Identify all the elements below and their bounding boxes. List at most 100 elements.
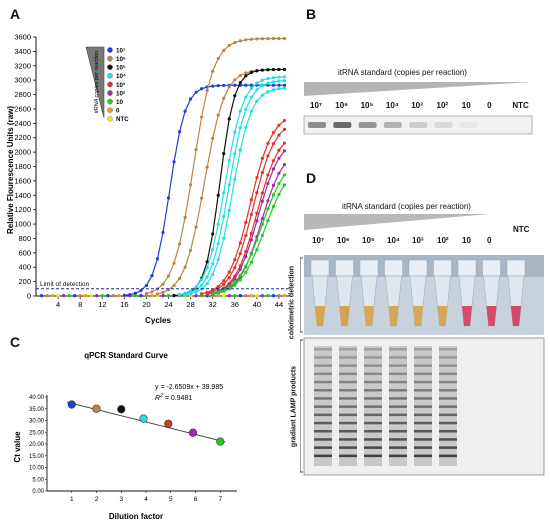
baseline-point xyxy=(255,293,259,298)
curve-point xyxy=(244,107,248,111)
legend-label: 10⁵ xyxy=(116,65,126,72)
legend-swatch xyxy=(107,107,113,113)
lamp-band xyxy=(389,389,407,392)
lamp-band xyxy=(414,413,432,417)
lamp-band xyxy=(389,405,407,408)
curve-line xyxy=(206,128,285,294)
curve-point xyxy=(244,71,248,75)
curve-point xyxy=(260,233,264,238)
baseline-point xyxy=(78,293,82,298)
x-tick-label: 32 xyxy=(209,300,217,309)
amplification-curve xyxy=(144,36,287,296)
lamp-band xyxy=(439,454,457,458)
curve-point xyxy=(128,293,132,297)
baseline-point xyxy=(194,293,198,298)
gradient-triangle xyxy=(304,82,532,96)
lamp-band xyxy=(389,454,407,458)
curve-point xyxy=(260,191,264,195)
curve-point xyxy=(255,191,259,195)
d-title: itRNA standard (copies per reaction) xyxy=(342,202,471,211)
curve-point xyxy=(222,279,226,283)
baseline-point xyxy=(106,293,110,298)
curve-point xyxy=(277,192,281,197)
gel-band xyxy=(459,122,478,128)
amplification-curve xyxy=(177,79,287,297)
baseline-point xyxy=(271,293,276,298)
panel-b-letter: B xyxy=(306,6,317,22)
curve-point xyxy=(266,181,270,186)
curve-point xyxy=(205,266,209,270)
lamp-band xyxy=(339,380,357,384)
lamp-band xyxy=(389,372,407,376)
curve-point xyxy=(244,254,248,259)
lamp-band xyxy=(414,356,432,359)
curve-point xyxy=(155,292,160,296)
lamp-band xyxy=(439,421,457,425)
lamp-band xyxy=(339,389,357,392)
curve-point xyxy=(233,78,237,82)
x-tick-label: 20 xyxy=(142,300,150,309)
tube-lane-label: 10⁶ xyxy=(337,236,350,245)
curve-point xyxy=(271,183,276,187)
x-tick-label: 36 xyxy=(231,300,239,309)
baseline-point xyxy=(56,293,60,298)
curve-point xyxy=(282,118,287,123)
curve-point xyxy=(227,43,231,48)
curve-point xyxy=(249,238,253,242)
curve-point xyxy=(244,264,248,268)
curve-point xyxy=(205,260,209,264)
curve-point xyxy=(249,212,253,217)
curve-point xyxy=(216,258,220,262)
lamp-band xyxy=(389,430,407,433)
y-tick-label: 1600 xyxy=(14,176,31,185)
curve-point xyxy=(183,215,187,220)
lane-label: 10 xyxy=(461,101,471,110)
baseline-point xyxy=(50,293,55,298)
curve-point xyxy=(260,93,264,97)
gradient-triangle-d xyxy=(304,214,490,230)
curve-point xyxy=(211,248,215,252)
lane-label: 10³ xyxy=(411,101,423,110)
legend-swatch xyxy=(107,55,113,62)
curve-point xyxy=(238,109,242,113)
legend-label: 10² xyxy=(116,90,125,97)
curve-point xyxy=(260,156,264,160)
curve-point xyxy=(249,83,253,87)
curve-point xyxy=(282,83,287,87)
lamp-band xyxy=(364,413,382,417)
y-tick-label: 3000 xyxy=(14,76,31,85)
y-tick-label: 2000 xyxy=(14,148,31,157)
curve-line xyxy=(179,80,285,296)
lamp-lane xyxy=(389,346,407,466)
lamp-band xyxy=(364,372,382,376)
curve-point xyxy=(233,94,237,98)
curve-point xyxy=(172,293,176,298)
curve-point xyxy=(233,266,237,270)
curve-point xyxy=(244,233,248,238)
lamp-lane xyxy=(414,346,432,466)
reaction-tube xyxy=(457,259,477,327)
curve-point xyxy=(200,196,204,200)
curve-point xyxy=(177,293,182,297)
gel-band xyxy=(434,122,453,128)
lamp-band xyxy=(389,364,407,367)
curve-point xyxy=(277,156,281,160)
amplification-curve xyxy=(216,183,287,295)
lamp-band xyxy=(314,413,332,417)
lamp-lane xyxy=(439,346,457,466)
curve-point xyxy=(271,204,276,209)
curve-point xyxy=(172,261,176,265)
curve-point xyxy=(161,282,165,286)
curve-point xyxy=(277,83,281,87)
curve-point xyxy=(200,292,204,296)
curve-point xyxy=(233,40,237,45)
curve-point xyxy=(150,290,154,294)
curve-point xyxy=(266,207,270,211)
curve-point xyxy=(249,252,253,256)
lamp-band xyxy=(414,405,432,408)
lamp-band xyxy=(314,364,332,367)
curve-point xyxy=(260,222,264,226)
curve-point xyxy=(216,113,220,117)
curve-point xyxy=(266,154,270,158)
lamp-band xyxy=(414,397,432,400)
